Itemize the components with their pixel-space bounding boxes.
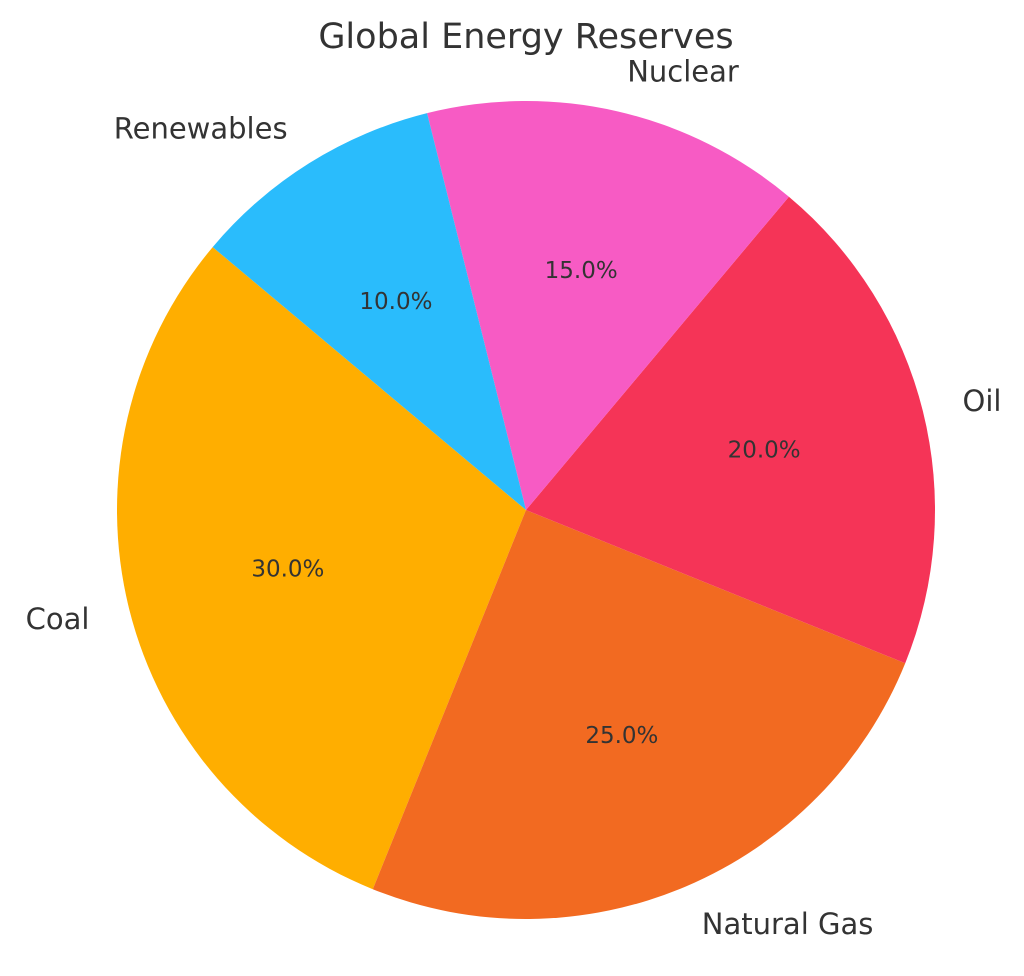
slice-oil: [526, 196, 936, 664]
pct-label-nuclear: 15.0%: [545, 258, 618, 284]
label-oil: Oil: [963, 384, 1002, 418]
pct-label-oil: 20.0%: [728, 438, 801, 464]
label-natural-gas: Natural Gas: [702, 907, 874, 941]
label-coal: Coal: [26, 602, 90, 636]
slice-nuclear: [427, 100, 789, 510]
slice-natural-gas: [372, 510, 906, 919]
pct-label-natural-gas: 25.0%: [585, 723, 658, 749]
pct-label-coal: 30.0%: [251, 556, 324, 582]
chart-title: Global Energy Reserves: [318, 17, 733, 57]
pie-slices: [116, 100, 936, 919]
label-nuclear: Nuclear: [627, 55, 739, 89]
slice-renewables: [212, 113, 527, 510]
pct-label-renewables: 10.0%: [359, 289, 432, 315]
pie-labels: Coal 30.0% Natural Gas 25.0% Oil 20.0% Nuclear…: [26, 55, 1002, 942]
label-renewables: Renewables: [114, 111, 288, 145]
slice-coal: [116, 247, 527, 890]
